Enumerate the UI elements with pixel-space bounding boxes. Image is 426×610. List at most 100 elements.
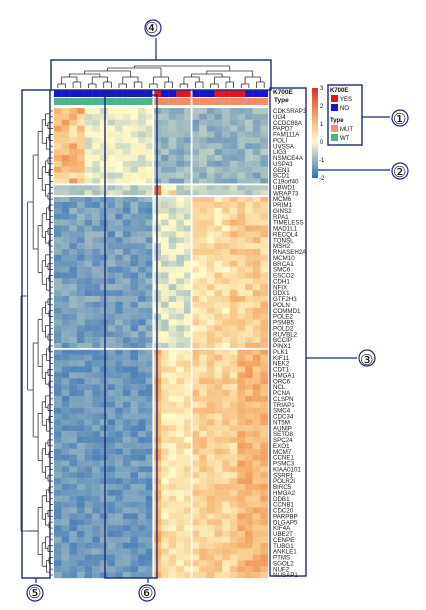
heatmap-cell	[229, 554, 238, 561]
heatmap-cell	[168, 166, 177, 173]
heatmap-cell	[161, 231, 169, 238]
heatmap-cell	[199, 243, 207, 250]
heatmap-cell	[191, 448, 200, 455]
heatmap-cell	[245, 478, 253, 485]
k700e-annotation-cell	[122, 90, 131, 97]
heatmap-cell	[130, 390, 139, 397]
heatmap-cell	[222, 219, 230, 226]
heatmap-cell	[229, 401, 238, 408]
heatmap-cell	[107, 525, 116, 532]
heatmap-cell	[69, 384, 78, 391]
heatmap-cell	[138, 484, 146, 491]
heatmap-cell	[176, 519, 185, 526]
heatmap-cell	[84, 454, 93, 461]
heatmap-cell	[122, 301, 131, 308]
heatmap-cell	[214, 401, 223, 408]
heatmap-cell	[168, 202, 177, 209]
heatmap-cell	[252, 484, 261, 491]
heatmap-cell	[61, 560, 70, 567]
heatmap-cell	[122, 137, 131, 144]
heatmap-cell	[168, 384, 177, 391]
heatmap-cell	[76, 131, 85, 138]
heatmap-cell	[260, 178, 269, 185]
heatmap-cell	[54, 108, 62, 115]
heatmap-cell	[115, 442, 123, 449]
heatmap-cell	[107, 472, 116, 479]
heatmap-cell	[69, 360, 78, 367]
heatmap-cell	[176, 390, 185, 397]
heatmap-cell	[206, 513, 215, 520]
callout-circle-5	[26, 584, 44, 602]
heatmap-cell	[122, 407, 131, 414]
heatmap-cell	[76, 536, 85, 543]
annotation-bars	[54, 90, 269, 105]
heatmap-cell	[107, 131, 116, 138]
heatmap-cell	[138, 313, 146, 320]
heatmap-cell	[138, 178, 146, 185]
heatmap-cell	[92, 196, 100, 203]
heatmap-cell	[145, 413, 154, 420]
heatmap-cell	[84, 313, 93, 320]
heatmap-cell	[168, 125, 177, 132]
heatmap-cell	[76, 454, 85, 461]
heatmap-cell	[84, 437, 93, 444]
heatmap-cell	[92, 284, 100, 291]
heatmap-cell	[214, 484, 223, 491]
heatmap-cell	[161, 442, 169, 449]
heatmap-cell	[168, 301, 177, 308]
heatmap-cell	[206, 366, 215, 373]
heatmap-cell	[92, 149, 100, 156]
heatmap-cell	[191, 160, 200, 167]
heatmap-cell	[199, 472, 207, 479]
heatmap-cell	[206, 219, 215, 226]
heatmap-cell	[260, 566, 269, 573]
heatmap-cell	[69, 266, 78, 273]
heatmap-cell	[252, 243, 261, 250]
heatmap-cell	[183, 525, 192, 532]
heatmap-cell	[206, 419, 215, 426]
heatmap-cell	[245, 166, 253, 173]
heatmap-cell	[161, 354, 169, 361]
callout-label-5: ⑤	[28, 585, 41, 602]
heatmap-cell	[222, 202, 230, 209]
heatmap-cell	[214, 531, 223, 538]
heatmap-cell	[245, 513, 253, 520]
heatmap-cell	[176, 125, 185, 132]
row-dendrogram	[20, 110, 53, 576]
heatmap-cell	[252, 272, 261, 279]
heatmap-cell	[84, 172, 93, 179]
heatmap-cell	[245, 231, 253, 238]
heatmap-cell	[69, 207, 78, 214]
heatmap-cell	[252, 213, 261, 220]
heatmap-cell	[199, 366, 207, 373]
heatmap-cell	[168, 448, 177, 455]
heatmap-cell	[260, 442, 269, 449]
gene-label: FAM111A	[273, 132, 300, 139]
heatmap-cell	[145, 454, 154, 461]
heatmap-cell	[183, 337, 192, 344]
heatmap-cell	[191, 501, 200, 508]
heatmap-cell	[115, 337, 123, 344]
heatmap-cell	[130, 531, 139, 538]
heatmap-cell	[61, 395, 70, 402]
heatmap-cell	[214, 143, 223, 150]
heatmap-cell	[115, 254, 123, 261]
type-annotation-cell	[130, 98, 139, 105]
heatmap-cell	[183, 137, 192, 144]
heatmap-cell	[99, 119, 108, 126]
heatmap-cell	[199, 237, 207, 244]
heatmap-cell	[145, 378, 154, 385]
heatmap-cell	[183, 272, 192, 279]
callout-circle-4	[144, 19, 162, 37]
heatmap-cell	[84, 119, 93, 126]
gene-label: COMMD1	[273, 308, 301, 315]
heatmap-cell	[138, 378, 146, 385]
heatmap-cell	[92, 249, 100, 256]
heatmap-cell	[237, 484, 246, 491]
heatmap-cell	[92, 307, 100, 314]
legend-type-mut: MUT	[340, 127, 353, 133]
heatmap-cell	[54, 219, 62, 226]
heatmap-cell	[245, 566, 253, 573]
heatmap-cell	[183, 501, 192, 508]
heatmap-cell	[145, 401, 154, 408]
